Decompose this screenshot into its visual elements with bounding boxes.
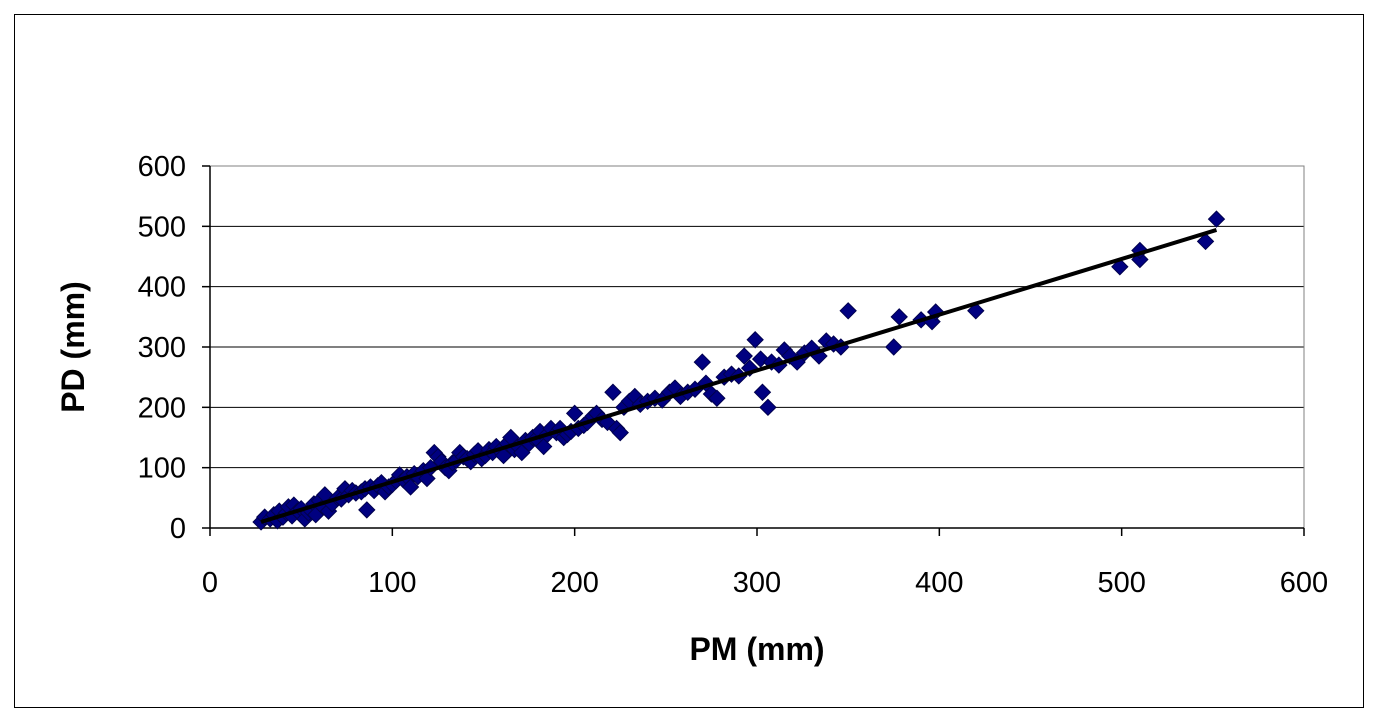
- x-tick-label: 100: [368, 567, 416, 599]
- x-tick-label: 400: [915, 567, 963, 599]
- y-tick-label: 0: [170, 513, 186, 545]
- y-axis-ticks: 0 100 200 300 400 500 600: [138, 151, 210, 545]
- x-tick-label: 0: [202, 567, 218, 599]
- chart-frame: [14, 14, 1364, 708]
- y-tick-label: 400: [138, 272, 186, 304]
- data-point: [839, 302, 857, 320]
- y-tick-label: 200: [138, 392, 186, 424]
- x-axis-title: PM (mm): [689, 631, 824, 667]
- x-tick-label: 200: [550, 567, 598, 599]
- data-point: [604, 383, 622, 401]
- data-points: [252, 210, 1225, 531]
- data-point: [358, 501, 376, 519]
- data-point: [759, 398, 777, 416]
- data-point: [885, 338, 903, 356]
- y-axis-title: PD (mm): [55, 281, 91, 413]
- x-tick-label: 600: [1280, 567, 1328, 599]
- trendline: [260, 228, 1218, 524]
- y-tick-label: 500: [138, 211, 186, 243]
- data-point: [746, 331, 764, 349]
- y-tick-label: 100: [138, 453, 186, 485]
- data-point: [693, 353, 711, 371]
- gridlines: [210, 165, 1304, 469]
- x-axis-ticks: 0 100 200 300 400 500 600: [202, 528, 1328, 599]
- x-tick-label: 300: [733, 567, 781, 599]
- x-tick-label: 500: [1097, 567, 1145, 599]
- data-point: [1207, 210, 1225, 228]
- data-point: [890, 308, 908, 326]
- data-point: [753, 383, 771, 401]
- y-tick-label: 300: [138, 332, 186, 364]
- y-tick-label: 600: [138, 151, 186, 183]
